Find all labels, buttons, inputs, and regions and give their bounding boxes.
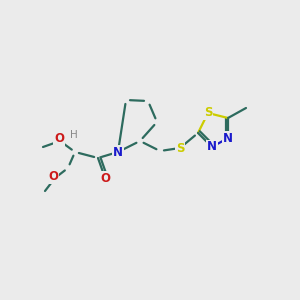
Text: N: N [207,140,217,154]
Text: O: O [100,172,110,184]
Text: O: O [54,133,64,146]
Text: O: O [48,170,58,184]
Text: S: S [204,106,212,119]
Text: H: H [70,130,78,140]
Text: S: S [176,142,184,154]
Text: N: N [223,131,233,145]
Text: N: N [113,146,123,158]
